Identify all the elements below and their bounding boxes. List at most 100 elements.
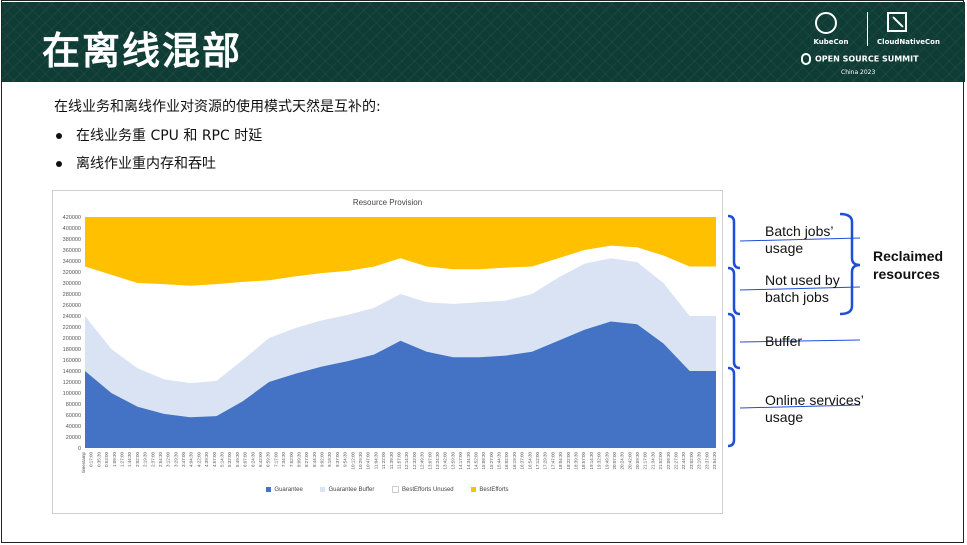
x-tick-label: 21:17:00 <box>643 452 648 470</box>
x-tick-label: 18:57:00 <box>581 452 586 470</box>
x-tick-label: 18:22:00 <box>566 452 571 470</box>
x-tick-label: 22:09:30 <box>666 452 671 470</box>
legend-item-besteffort: BestEfforts <box>471 487 509 493</box>
x-tick-label: 15:44:30 <box>497 452 502 470</box>
x-tick-label: 11:22:00 <box>381 452 386 470</box>
legend-swatch <box>266 487 272 492</box>
x-tick-label: 10:29:30 <box>358 452 363 470</box>
y-tick-label: 300000 <box>63 281 81 287</box>
y-tick-label: 420000 <box>63 215 81 221</box>
x-tick-label: 9:19:30 <box>327 452 332 468</box>
legend-label: Guarantee Buffer <box>328 487 375 494</box>
x-tick-label: 16:54:30 <box>527 452 532 470</box>
x-tick-label: 10:47:00 <box>366 452 371 470</box>
annotation-online-usage: Online services’ usage <box>765 392 864 426</box>
x-tick-label: 6:07:00 <box>243 452 248 468</box>
chart-legend: Guarantee Guarantee Buffer BestEfforts U… <box>53 486 722 493</box>
x-tick-label: 1:27:00 <box>119 452 124 468</box>
bullet-dot <box>56 161 62 167</box>
y-tick-label: 100000 <box>63 391 81 397</box>
y-tick-label: 280000 <box>63 292 81 298</box>
x-tick-label: 3:47:00 <box>181 452 186 468</box>
y-tick-label: 360000 <box>63 248 81 254</box>
x-tick-label: 16:37:00 <box>520 452 525 470</box>
x-tick-label: 20:59:30 <box>635 452 640 470</box>
pointer-line <box>739 237 861 242</box>
y-tick-label: 60000 <box>66 413 81 419</box>
legend-swatch <box>392 486 400 493</box>
x-tick-label: 13:07:00 <box>427 452 432 470</box>
event-logo: KubeCon CloudNativeCon OPEN SOURCE SUMMI… <box>801 10 941 78</box>
kubecon-icon <box>815 12 837 34</box>
bracket-batch-usage <box>727 214 741 270</box>
x-tick-label: 22:27:00 <box>674 452 679 470</box>
annotation-line: Online services’ <box>765 392 864 408</box>
x-tick-label: 13:24:30 <box>435 452 440 470</box>
y-tick-label: 80000 <box>66 402 81 408</box>
x-tick-label: 23:19:30 <box>697 452 702 470</box>
x-tick-label: 4:22:00 <box>196 452 201 468</box>
x-tick-label: 19:49:30 <box>604 452 609 470</box>
legend-label: Guarantee <box>274 487 303 494</box>
annotation-line: Not used by <box>765 272 840 288</box>
legend-item-guarantee: Guarantee <box>266 487 303 494</box>
intro-text: 在线业务和离线作业对资源的使用模式天然是互补的: <box>54 99 381 115</box>
x-tick-label: 13:42:00 <box>443 452 448 470</box>
area-guarantee <box>85 321 716 448</box>
x-tick-label: 2:37:00 <box>150 452 155 468</box>
annotation-line: resources <box>873 266 940 282</box>
oss-icon <box>801 53 811 65</box>
x-tick-label: 15:09:30 <box>481 452 486 470</box>
x-tick-label: timestamp <box>81 452 86 473</box>
x-tick-label: 7:52:00 <box>289 452 294 468</box>
x-tick-label: 20:07:00 <box>612 452 617 470</box>
x-tick-label: 16:19:30 <box>512 452 517 470</box>
x-tick-label: 3:29:30 <box>173 452 178 468</box>
y-tick-label: 400000 <box>63 226 81 232</box>
x-tick-label: 14:34:30 <box>466 452 471 470</box>
bullet-item: 离线作业重内存和吞吐 <box>56 153 216 173</box>
x-tick-label: 12:32:00 <box>412 452 417 470</box>
bullet-item: 在线业务重 CPU 和 RPC 时延 <box>56 125 262 145</box>
x-tick-label: 21:34:30 <box>650 452 655 470</box>
x-tick-label: 16:02:00 <box>504 452 509 470</box>
x-tick-label: 6:42:00 <box>258 452 263 468</box>
annotation-line: batch jobs <box>765 289 829 305</box>
x-tick-label: 1:44:30 <box>127 452 132 468</box>
x-tick-label: 2:54:30 <box>158 452 163 468</box>
header-bar: 在离线混部 KubeCon CloudNativeCon OPEN SOURCE… <box>2 2 965 82</box>
annotation-line: usage <box>765 409 804 425</box>
x-tick-label: 6:24:30 <box>250 452 255 468</box>
x-tick-label: 14:52:00 <box>473 452 478 470</box>
x-tick-label: 17:12:00 <box>535 452 540 470</box>
legend-item-guarantee-buffer: Guarantee Buffer <box>320 487 374 493</box>
annotation-buffer: Buffer <box>765 333 803 349</box>
y-tick-label: 320000 <box>63 270 81 276</box>
chart-plot: 0 20000 40000 60000 80000 100000 120000 140000 1… <box>63 215 717 473</box>
x-tick-label: 18:04:30 <box>558 452 563 470</box>
bracket-online-usage <box>727 366 736 448</box>
x-tick-label: 5:32:00 <box>227 452 232 468</box>
bullet-text: 离线作业重内存和吞吐 <box>76 156 216 172</box>
x-tick-label: 20:42:00 <box>627 452 632 470</box>
resource-chart: Resource Provision 0 20000 40000 60000 80000… <box>52 190 723 514</box>
x-tick-label: 12:14:30 <box>404 452 409 470</box>
x-tick-label: 17:29:30 <box>543 452 548 470</box>
y-tick-label: 380000 <box>63 237 81 243</box>
x-tick-label: 22:44:30 <box>681 452 686 470</box>
x-tick-label: 4:39:30 <box>204 452 209 468</box>
annotation-line: usage <box>765 240 804 256</box>
x-tick-label: 19:14:30 <box>589 452 594 470</box>
x-tick-label: 9:02:00 <box>320 452 325 468</box>
x-tick-label: 13:59:30 <box>450 452 455 470</box>
chart-title: Resource Provision <box>352 198 423 207</box>
bullet-dot <box>56 133 62 139</box>
y-tick-label: 340000 <box>63 259 81 265</box>
x-tick-label: 5:49:30 <box>235 452 240 468</box>
x-tick-label: 12:49:30 <box>420 452 425 470</box>
y-tick-label: 220000 <box>63 325 81 331</box>
legend-item-besteffort-unused: BestEfforts Unused <box>392 486 454 493</box>
x-tick-label: 8:44:30 <box>312 452 317 468</box>
